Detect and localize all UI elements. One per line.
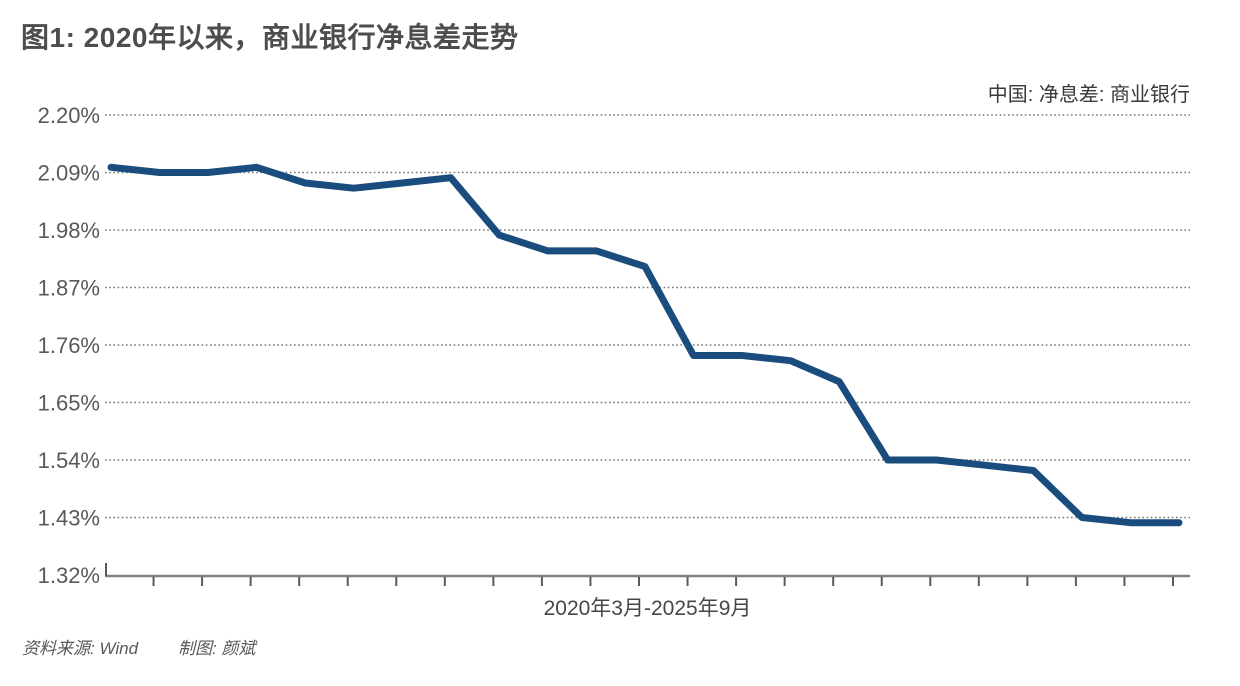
y-tick-label: 1.87% — [38, 276, 100, 301]
legend-series-label: 中国: 净息差: 商业银行 — [987, 84, 1190, 106]
legend: 中国: 净息差: 商业银行 — [988, 78, 1190, 107]
footnote: 资料来源: Wind 制图: 颜斌 — [22, 634, 255, 659]
source-label: 资料来源: Wind — [22, 639, 139, 658]
x-axis-label: 2020年3月-2025年9月 — [543, 597, 752, 620]
y-tick-label: 1.54% — [38, 448, 100, 473]
y-tick-label: 1.43% — [38, 506, 100, 531]
y-tick-label: 1.76% — [38, 333, 100, 358]
chart-title: 图1: 2020年以来，商业银行净息差走势 — [21, 22, 519, 53]
data-line-series — [107, 163, 1183, 527]
author-label: 制图: 颜斌 — [178, 639, 256, 658]
y-tick-label: 1.32% — [38, 563, 100, 588]
y-tick-label: 1.98% — [38, 218, 100, 243]
y-tick-label: 2.20% — [38, 103, 100, 128]
y-tick-label: 1.65% — [38, 391, 100, 416]
y-tick-label: 2.09% — [38, 161, 100, 186]
